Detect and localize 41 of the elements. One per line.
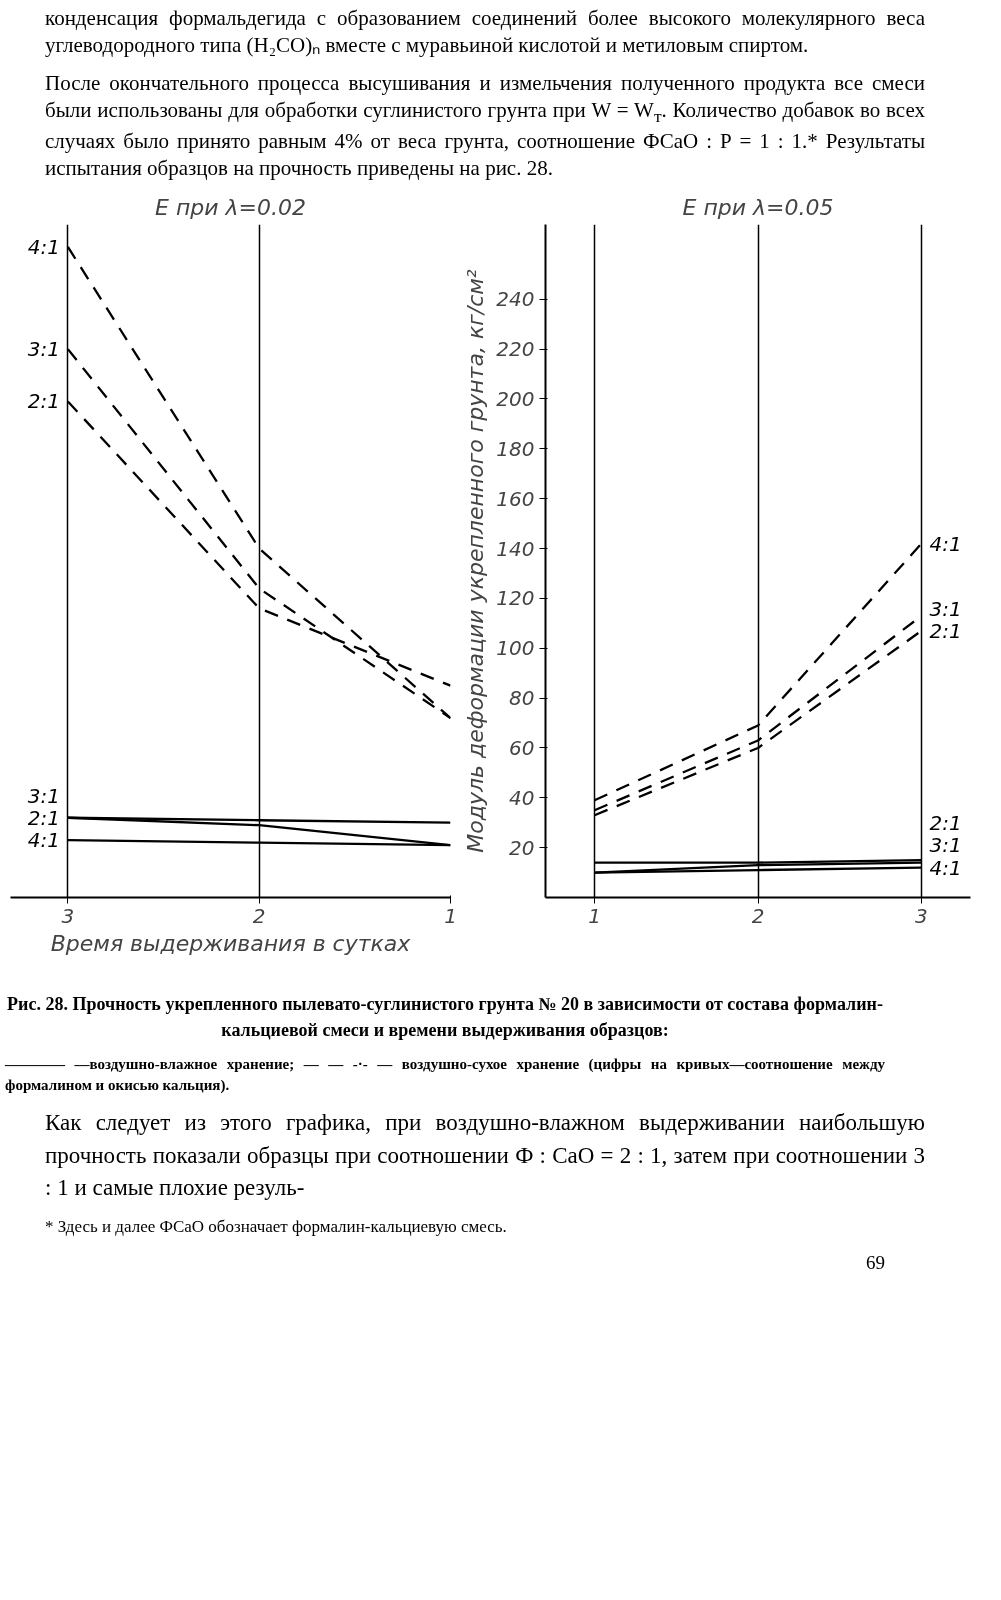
- x-tick-label: 1: [588, 903, 601, 928]
- series-label: 2:1: [27, 389, 60, 414]
- series-label: 2:1: [27, 806, 60, 831]
- series-label: 4:1: [929, 531, 962, 556]
- series-label: 3:1: [27, 337, 60, 362]
- y-tick-label: 180: [496, 437, 535, 462]
- text: 69: [866, 1251, 885, 1276]
- y-tick-label: 200: [496, 387, 535, 412]
- series-label: 4:1: [27, 828, 60, 853]
- y-tick-label: 220: [496, 337, 535, 362]
- series-label: 2:1: [929, 619, 962, 644]
- x-tick-label: 2: [252, 903, 266, 928]
- y-tick-label: 60: [509, 736, 535, 761]
- y-axis-title: Модуль деформации укрепленного грунта, кг/см²: [463, 269, 489, 854]
- series-label: 3:1: [929, 833, 962, 858]
- text: ———— —воздушно-влажное хранение; — — -·- — воздушно-сухое хранение (цифры на кривых—соотношение между формалином и окисью кальция).: [5, 1054, 885, 1096]
- text: * Здесь и далее ФСаО обозначает формалин-кальциевую смесь.: [45, 1216, 507, 1239]
- y-tick-label: 80: [509, 686, 535, 711]
- y-tick-label: 160: [496, 487, 535, 512]
- x-tick-label: 2: [751, 903, 765, 928]
- x-tick-label: 3: [61, 903, 75, 928]
- chart-title: E при λ=0.02: [155, 194, 306, 220]
- text: Рис. 28. Прочность укрепленного пылевато-суглинистого грунта № 20 в зависимости от состава формалин-кальциевой смеси и времени выдерживания образцов:: [6, 993, 884, 1043]
- text: конденсация формальдегида с образованием соединений более высокого молекулярного веса углеводородного типа (H₂CO)ₙ вместе с муравьиной кислотой и метиловым спиртом.: [45, 5, 925, 60]
- y-tick-label: 240: [496, 287, 535, 312]
- series-label: 3:1: [929, 596, 962, 621]
- chart-title: E при λ=0.05: [682, 194, 834, 220]
- y-tick-label: 100: [496, 636, 535, 661]
- x-axis-title: Время выдерживания в сутках: [50, 930, 412, 956]
- series-label: 4:1: [929, 856, 962, 881]
- x-tick-label: 3: [915, 903, 928, 928]
- y-tick-label: 20: [509, 836, 535, 861]
- text: После окончательного процесса высушивания и измельчения полученного продукта все смеси были использованы для обработки суглинистого грунта при W = W$_{т}$. Количество добавок во всех случаях было принято равным 4% от веса грунта, соотношение ФСаО : Р = 1 : 1.* Результаты испытания образцов на прочность приведены на рис. 28.: [45, 69, 925, 183]
- series-label: 2:1: [929, 811, 962, 836]
- series-label: 3:1: [27, 784, 60, 809]
- y-tick-label: 140: [496, 536, 535, 561]
- series-label: 4:1: [27, 235, 60, 260]
- y-tick-label: 40: [509, 786, 535, 811]
- x-tick-label: 1: [444, 903, 457, 928]
- text: Как следует из этого графика, при воздушно-влажном выдерживании наибольшую прочность показали образцы при соотношении Ф : СаО = 2 : 1, затем при соотношении 3 : 1 и самые плохие резуль-: [45, 1108, 925, 1203]
- y-tick-label: 120: [496, 586, 535, 611]
